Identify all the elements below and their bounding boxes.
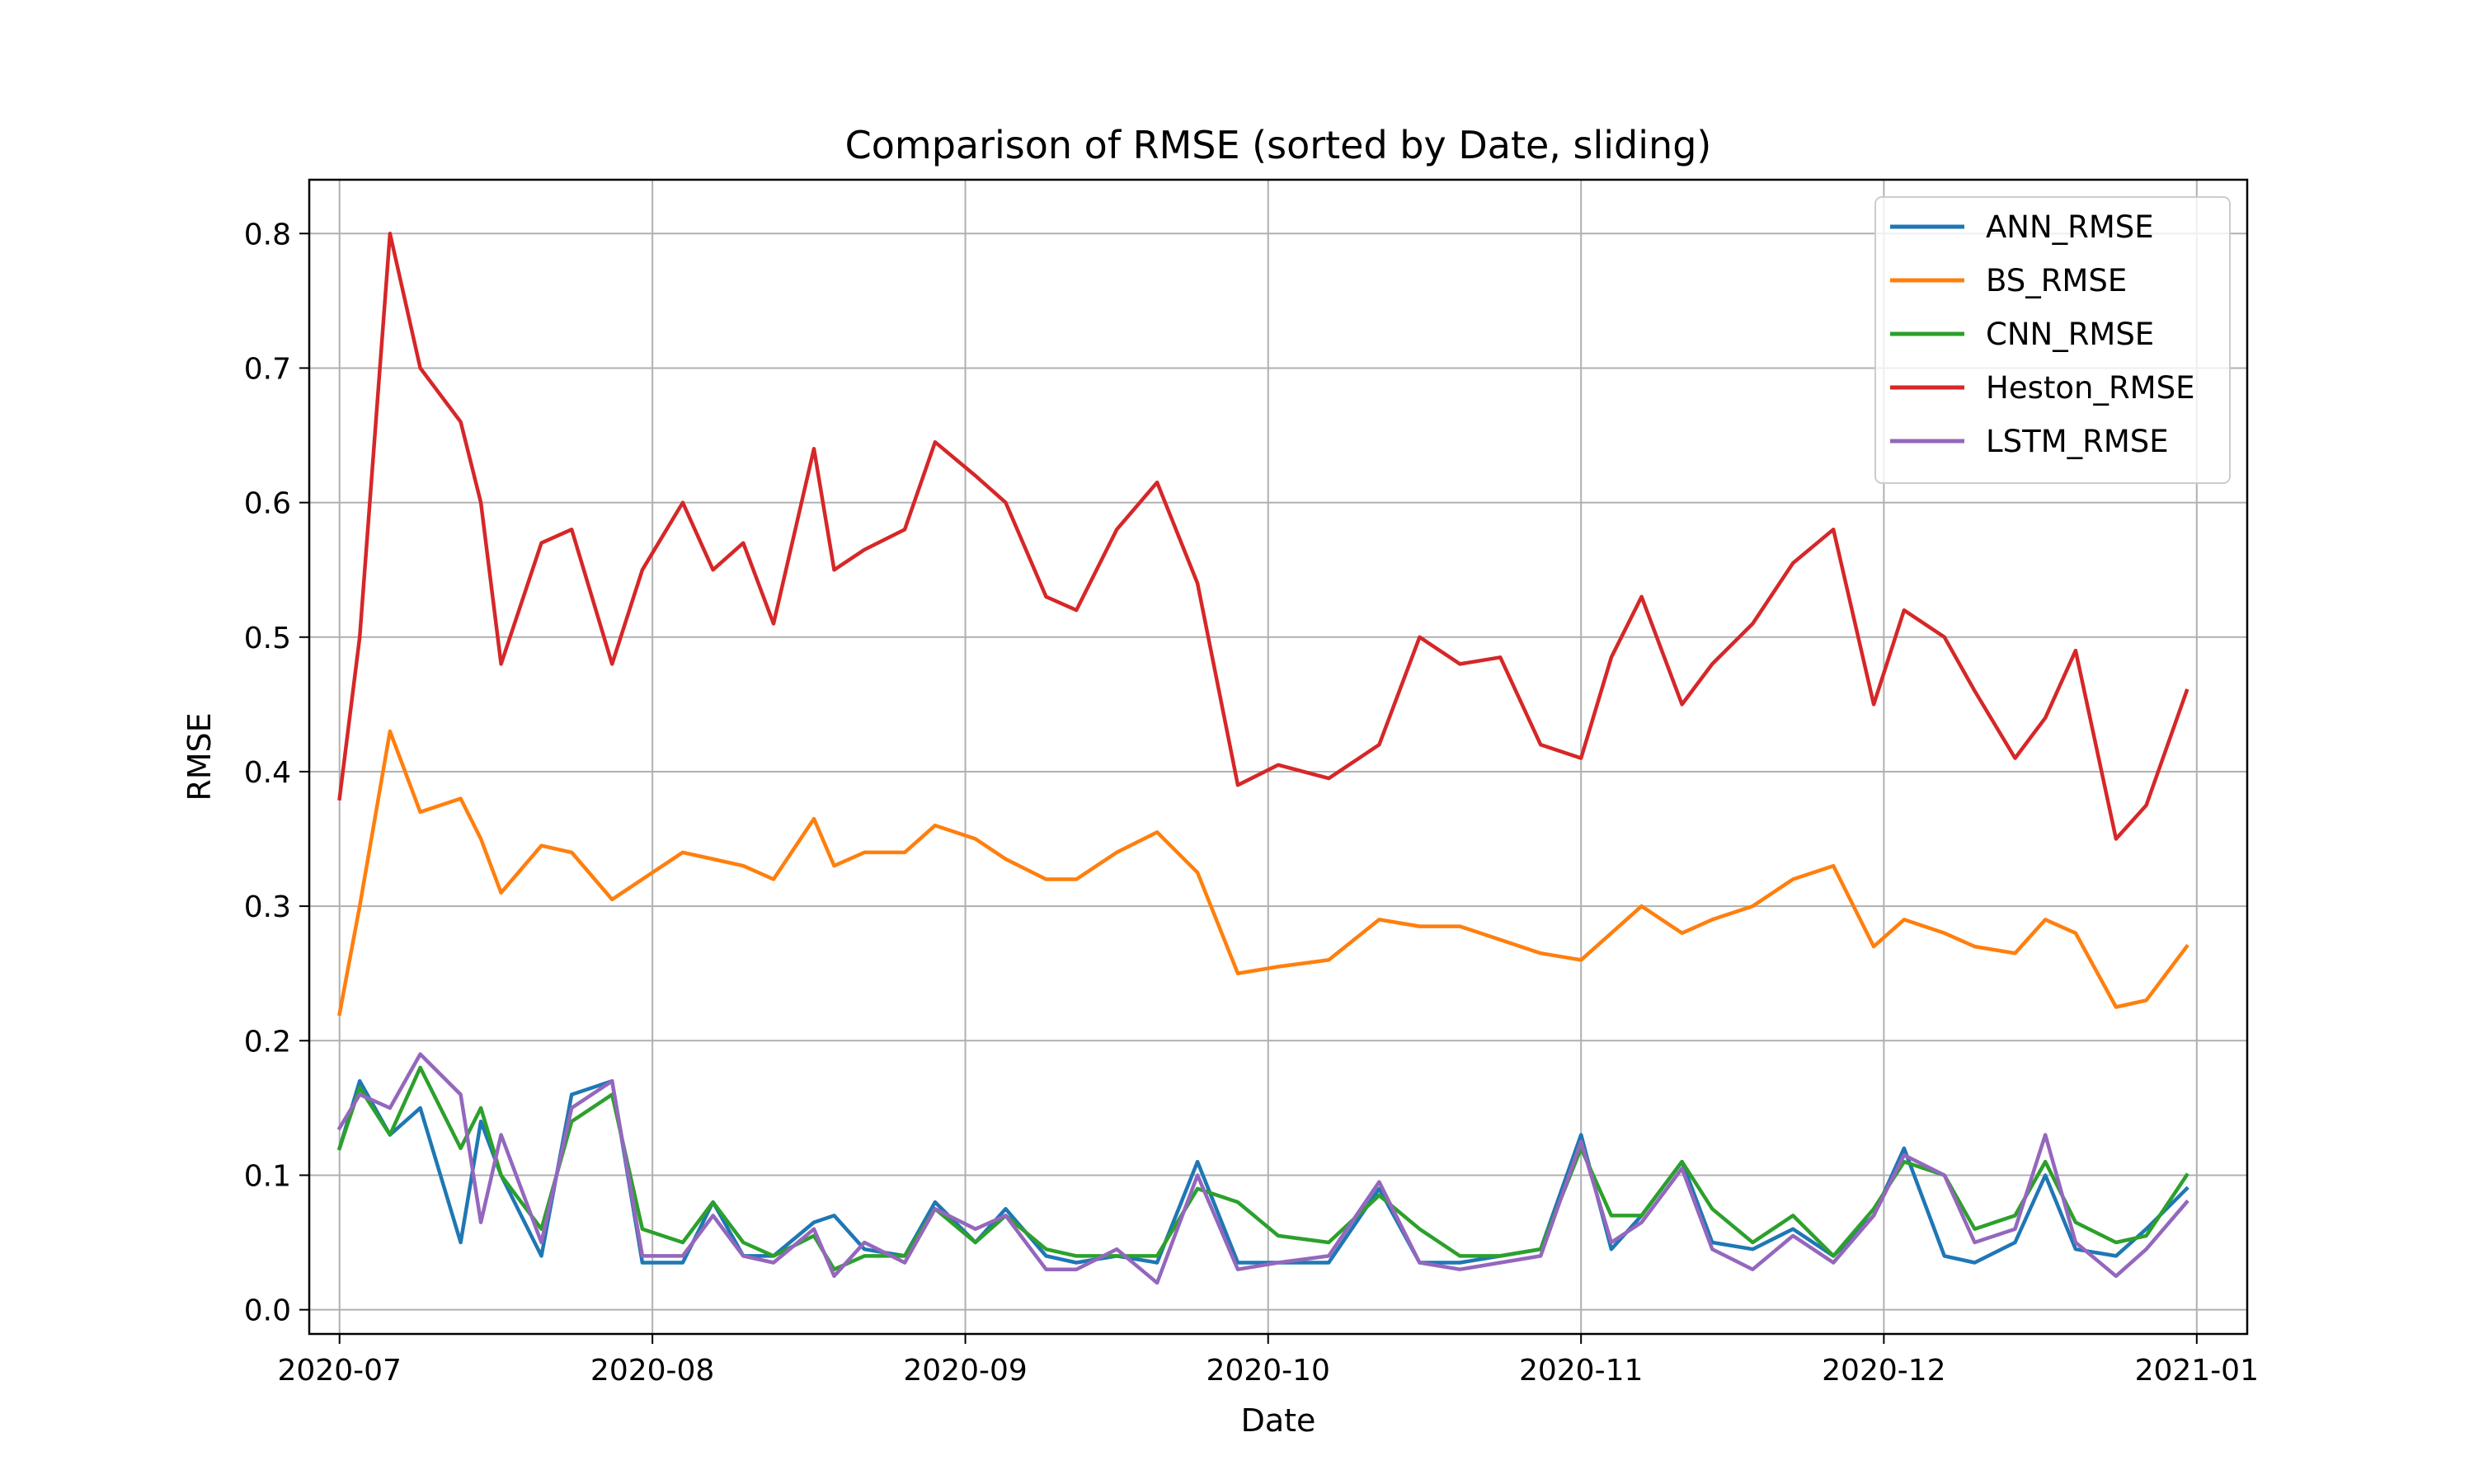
- y-axis-title: RMSE: [181, 712, 218, 801]
- y-tick-label: 0.3: [244, 890, 291, 924]
- x-tick-label: 2020-07: [278, 1354, 402, 1388]
- y-tick-label: 0.4: [244, 756, 291, 790]
- y-tick-label: 0.6: [244, 487, 291, 521]
- legend-label: LSTM_RMSE: [1986, 424, 2169, 459]
- x-tick-label: 2021-01: [2135, 1354, 2259, 1388]
- x-tick-label: 2020-08: [590, 1354, 714, 1388]
- y-tick-label: 0.0: [244, 1294, 291, 1328]
- x-axis-title: Date: [1241, 1402, 1316, 1439]
- legend-label: Heston_RMSE: [1986, 370, 2194, 406]
- legend-label: CNN_RMSE: [1986, 317, 2154, 352]
- y-tick-label: 0.1: [244, 1159, 291, 1193]
- plot-area-frame: [308, 178, 2249, 1336]
- x-tick-label: 2020-09: [903, 1354, 1027, 1388]
- y-tick-label: 0.2: [244, 1025, 291, 1059]
- series-line-heston-rmse: [337, 232, 2189, 841]
- x-tick-label: 2020-10: [1206, 1354, 1330, 1388]
- y-tick-label: 0.5: [244, 622, 291, 655]
- legend: ANN_RMSE BS_RMSE CNN_RMSE Heston_RMSE LSTM_R…: [1874, 196, 2231, 484]
- series-lines: [336, 232, 2189, 1285]
- series-line-bs-rmse: [337, 729, 2189, 1017]
- chart-title: Comparison of RMSE (sorted by Date, slid…: [845, 123, 1712, 167]
- legend-label: ANN_RMSE: [1986, 209, 2154, 245]
- x-tick-label: 2020-11: [1519, 1354, 1643, 1388]
- x-tick-label: 2020-12: [1822, 1354, 1945, 1388]
- axis-ticks: 2020-07 2020-08 2020-09 2020-10 2020-11 2020-…: [244, 218, 2259, 1388]
- legend-box: [1874, 196, 2231, 484]
- legend-label: BS_RMSE: [1986, 263, 2127, 298]
- y-tick-label: 0.7: [244, 352, 291, 386]
- grid-lines: [309, 180, 2247, 1334]
- series-line-lstm-rmse: [336, 1052, 2189, 1285]
- y-tick-label: 0.8: [244, 218, 291, 251]
